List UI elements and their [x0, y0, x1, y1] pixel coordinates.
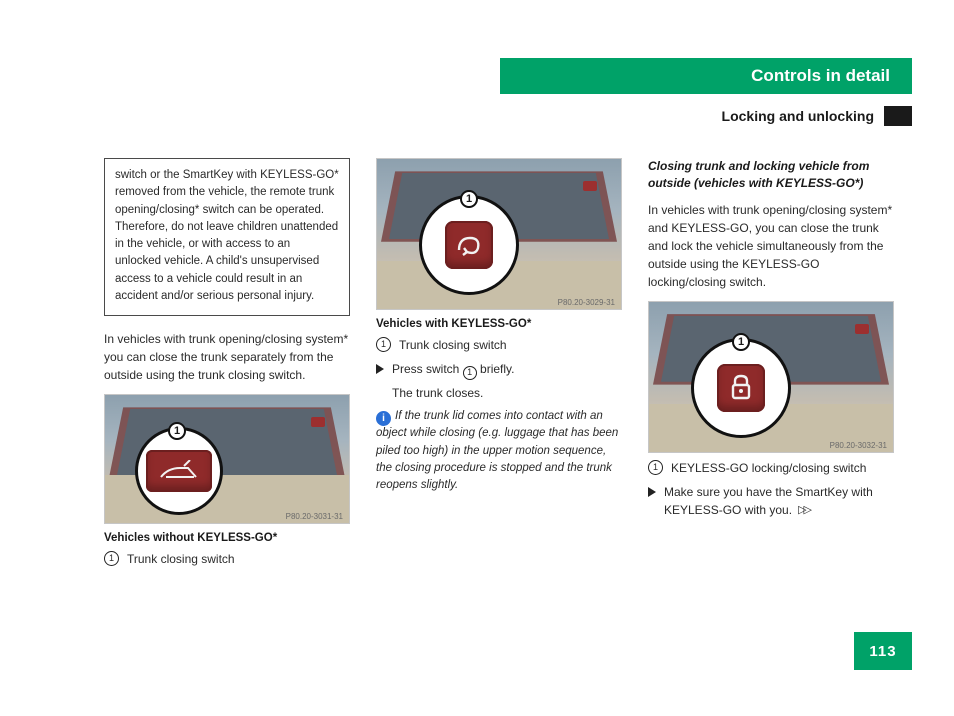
inline-ref-number: 1	[463, 366, 477, 380]
figure-code: P80.20-3031-31	[286, 512, 343, 521]
lock-button-icon	[717, 364, 765, 412]
legend-item: 1 Trunk closing switch	[104, 550, 350, 568]
figure-code: P80.20-3029-31	[558, 298, 615, 307]
legend-number: 1	[104, 551, 119, 566]
step-text: Press switch 1 briefly.	[392, 360, 514, 378]
col1-paragraph: In vehicles with trunk opening/closing s…	[104, 330, 350, 384]
callout-number: 1	[732, 333, 750, 351]
instruction-step: Press switch 1 briefly.	[376, 360, 622, 378]
column-3: Closing trunk and locking vehicle from o…	[648, 158, 894, 646]
subtopic-heading: Closing trunk and locking vehicle from o…	[648, 158, 894, 193]
swirl-close-button-icon	[445, 221, 493, 269]
step-text: Make sure you have the SmartKey with KEY…	[664, 483, 894, 520]
info-note: iIf the trunk lid comes into contact wit…	[376, 408, 622, 494]
page-content: switch or the SmartKey with KEYLESS-GO* …	[104, 158, 894, 646]
trunk-close-button-icon	[146, 450, 212, 492]
callout-number: 1	[460, 190, 478, 208]
callout-number: 1	[168, 422, 186, 440]
step-bullet-icon	[376, 364, 384, 374]
step-result: The trunk closes.	[376, 384, 622, 402]
legend-item: 1 KEYLESS-GO locking/closing switch	[648, 459, 894, 477]
subsection-title: Locking and unlocking	[722, 108, 874, 124]
warning-box: switch or the SmartKey with KEYLESS-GO* …	[104, 158, 350, 316]
legend-number: 1	[648, 460, 663, 475]
step-bullet-icon	[648, 487, 656, 497]
figure-trunk-without-keyless: 1 P80.20-3031-31	[104, 394, 350, 524]
page-number-box: 113	[854, 632, 912, 670]
tab-marker	[884, 106, 912, 126]
section-header-bar: Controls in detail	[500, 58, 912, 94]
legend-number: 1	[376, 337, 391, 352]
figure-code: P80.20-3032-31	[830, 441, 887, 450]
legend-text: Trunk closing switch	[399, 336, 507, 354]
figure-caption: Vehicles without KEYLESS-GO*	[104, 532, 350, 544]
section-title: Controls in detail	[751, 66, 890, 86]
page-number: 113	[869, 643, 896, 660]
legend-item: 1 Trunk closing switch	[376, 336, 622, 354]
continued-icon: ▷▷	[798, 502, 809, 519]
info-icon: i	[376, 411, 391, 426]
warning-text: switch or the SmartKey with KEYLESS-GO* …	[115, 169, 339, 302]
col3-paragraph: In vehicles with trunk opening/closing s…	[648, 201, 894, 291]
legend-text: Trunk closing switch	[127, 550, 235, 568]
column-1: switch or the SmartKey with KEYLESS-GO* …	[104, 158, 350, 646]
legend-text: KEYLESS-GO locking/closing switch	[671, 459, 866, 477]
figure-keyless-lock: 1 P80.20-3032-31	[648, 301, 894, 453]
instruction-step: Make sure you have the SmartKey with KEY…	[648, 483, 894, 520]
column-2: 1 P80.20-3029-31 Vehicles with KEYLESS-G…	[376, 158, 622, 646]
figure-caption: Vehicles with KEYLESS-GO*	[376, 318, 622, 330]
figure-trunk-with-keyless: 1 P80.20-3029-31	[376, 158, 622, 310]
